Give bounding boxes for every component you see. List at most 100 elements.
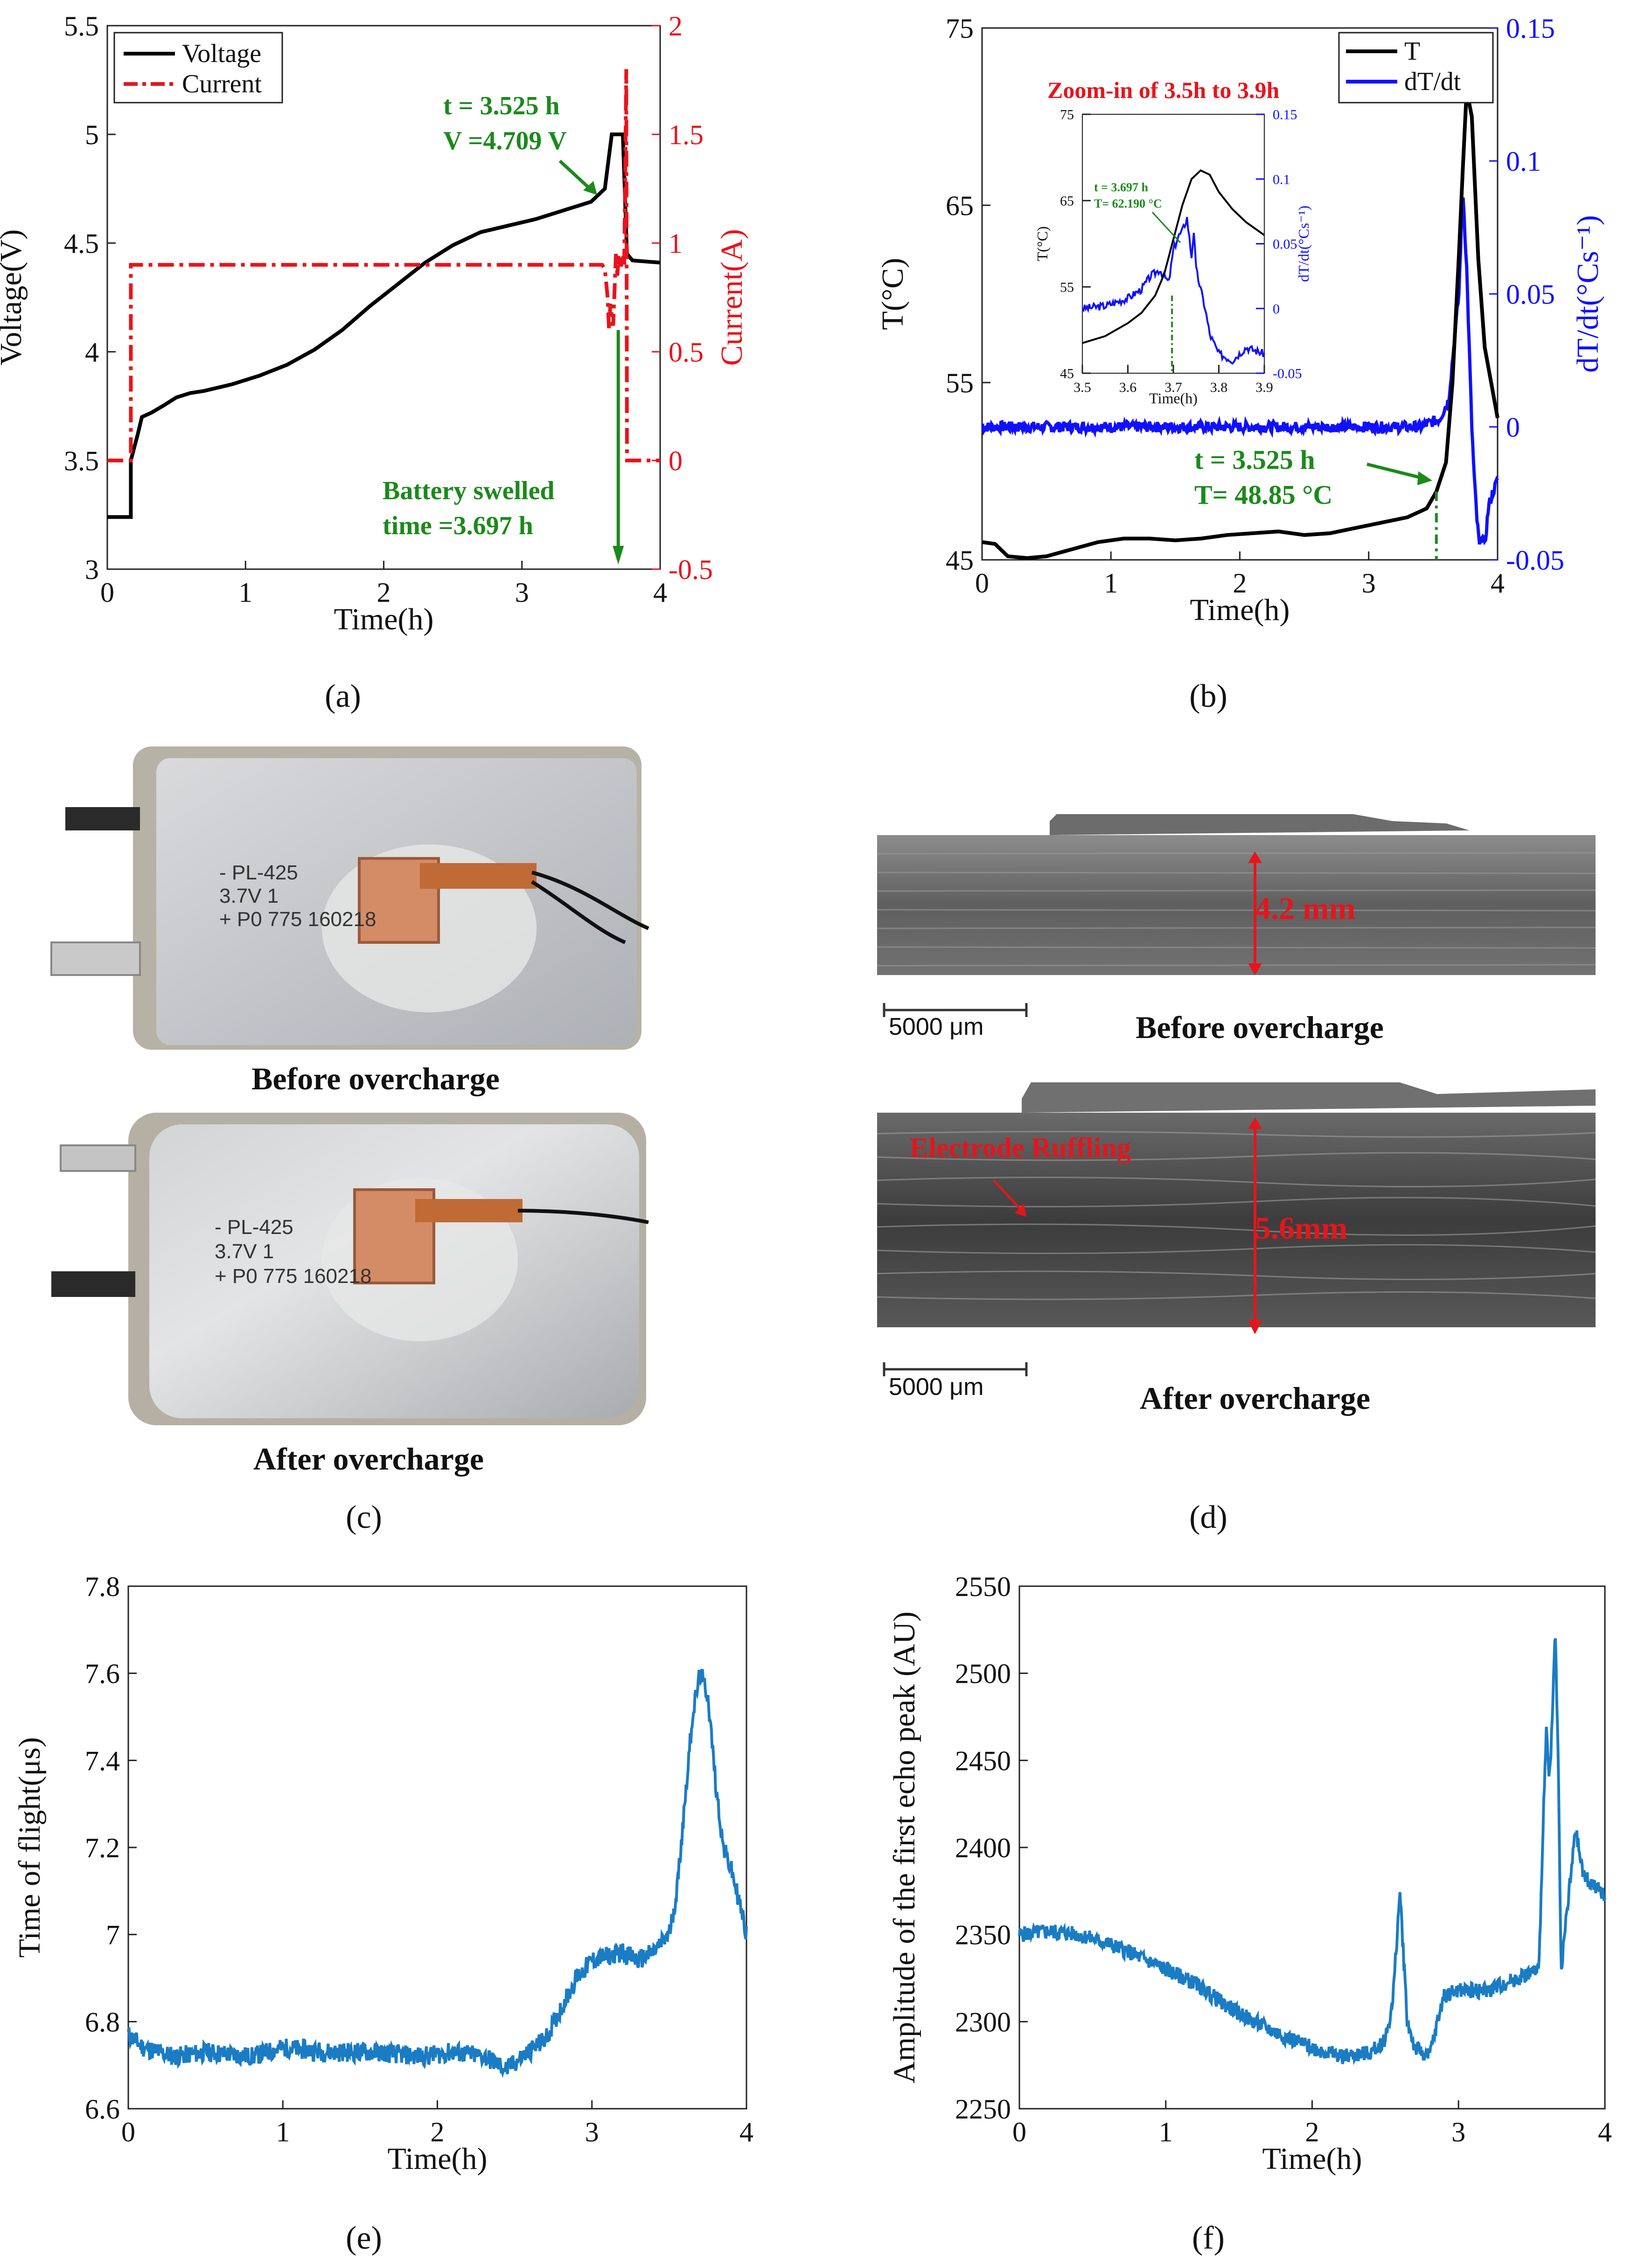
x-tick-label: 2 [1233, 568, 1247, 599]
y-tick-label: 45 [946, 545, 974, 576]
photo-before: - PL-425 3.7V 1 + P0 775 160218 [50, 746, 649, 1050]
y2-tick-label: 0.05 [1273, 237, 1297, 252]
wire [530, 880, 626, 944]
panel-label-a: (a) [325, 678, 361, 714]
annotation-arrow-head [583, 181, 597, 195]
x-tick-label: 1 [1159, 2117, 1173, 2147]
y-tick-label: 4.5 [64, 228, 99, 259]
copper-strip [420, 863, 537, 889]
inset-annotation-arrow [1151, 211, 1181, 244]
y-axis-label: T(°C) [876, 258, 910, 330]
ct-before: 4.2 mm 5000 μm [877, 814, 1596, 1040]
inset-annotation-T: T= 62.190 °C [1094, 197, 1162, 210]
y-tick-label: 2500 [955, 1659, 1011, 1689]
legend-label-dTdt: dT/dt [1404, 67, 1461, 96]
ct-cell [877, 1113, 1596, 1327]
y-tick-label: 6.8 [85, 2007, 120, 2037]
wire [517, 1209, 649, 1224]
label-line: 3.7V 1 [219, 885, 279, 907]
y-tick-label: 3.5 [64, 446, 99, 476]
tab-positive [50, 941, 141, 976]
panel-label-d: (d) [1189, 1499, 1227, 1535]
panel-label-e: (e) [346, 2220, 382, 2256]
y-tick-label: 65 [1060, 194, 1074, 209]
legend-label-current: Current [182, 70, 262, 98]
x-tick-label: 3.8 [1210, 380, 1228, 395]
x-tick-label: 0 [121, 2117, 135, 2147]
y-tick-label: 2350 [955, 1920, 1011, 1951]
panel-label-b: (b) [1189, 678, 1227, 714]
y-tick-label: 5 [85, 119, 99, 150]
swell-arrow-head [613, 546, 624, 565]
x-tick-label: 4 [1491, 568, 1505, 599]
x-axis-label: Time(h) [1190, 593, 1290, 627]
annotation-arrow [1366, 462, 1423, 480]
y2-tick-label: 1 [669, 228, 683, 259]
inset-dTdt-line [1081, 216, 1265, 365]
annotation-t: t = 3.525 h [443, 91, 560, 120]
x-tick-label: 4 [1598, 2117, 1612, 2147]
thickness-before: 4.2 mm [1255, 891, 1355, 926]
legend-box [1338, 32, 1494, 104]
x-tick-label: 3.6 [1119, 380, 1137, 395]
x-axis-label: Time(h) [334, 602, 434, 636]
annotation-t: t = 3.525 h [1194, 445, 1315, 475]
x-tick-label: 0 [975, 568, 989, 599]
y-tick-label: 2450 [955, 1745, 1011, 1776]
photo-after: - PL-425 3.7V 1 + P0 775 160218 [51, 1113, 649, 1425]
x-tick-label: 0 [100, 577, 114, 608]
x-tick-label: 0 [1012, 2117, 1026, 2147]
x-tick-label: 1 [1104, 568, 1118, 599]
ct-layers [877, 1130, 1596, 1300]
x-axis-label: Time(h) [1149, 390, 1198, 407]
y-tick-label: 75 [946, 13, 974, 44]
ruffling-label: Electrode Ruffling [910, 1132, 1131, 1163]
voltage-line [107, 132, 661, 519]
chart-a: 0 1 2 3 433.544.555.5-0.500.511.52Time(h)Vol… [0, 11, 749, 636]
x-tick-label: 2 [431, 2117, 445, 2147]
y-tick-label: 5.5 [64, 11, 99, 42]
y-tick-label: 45 [1060, 366, 1074, 382]
x-tick-label: 1 [238, 577, 252, 608]
y2-tick-label: 0.15 [1273, 107, 1297, 123]
y2-tick-label: 0.5 [669, 337, 704, 368]
temperature-line [982, 90, 1499, 560]
x-tick-label: 3 [1362, 568, 1376, 599]
ct-after: Electrode Ruffling 5.6mm 5000 μm [877, 1082, 1596, 1401]
y-tick-label: 7 [106, 1920, 120, 1951]
y-tick-label: 65 [946, 190, 974, 221]
label-line: + P0 775 160218 [215, 1265, 371, 1288]
legend-box [113, 32, 283, 104]
chart-b: 0 1 2 3 4 45 55 65 75 -0.05 0 0.05 0.1 0.15 Time(h) T(°… [876, 13, 1605, 627]
annotation-T: T= 48.85 °C [1194, 480, 1332, 510]
y2-axis-label: dT/dt(°Cs⁻¹) [1571, 215, 1605, 373]
y-axis-label: Voltage(V) [0, 229, 28, 365]
y-tick-label: 4 [85, 337, 99, 368]
y-tick-label: 2400 [955, 1833, 1011, 1863]
panel-label-f: (f) [1192, 2220, 1225, 2256]
wire [531, 871, 649, 930]
x-tick-label: 3.9 [1255, 380, 1273, 395]
label-line: 3.7V 1 [215, 1240, 274, 1263]
chart-f: 0 1 2 3 4 2250 2300 2350 2400 2450 2500 2550 Time(h)… [887, 1571, 1612, 2176]
y-tick-label: 7.4 [85, 1745, 120, 1776]
y2-tick-label: 0 [1273, 301, 1280, 317]
y2-tick-label: -0.5 [669, 554, 713, 585]
scale-bar-label: 5000 μm [889, 1373, 983, 1401]
thickness-after: 5.6mm [1255, 1210, 1347, 1246]
inset-temperature-line [1082, 169, 1265, 344]
y2-tick-label: 0.15 [1506, 13, 1555, 44]
x-axis-label: Time(h) [388, 2142, 488, 2176]
y2-axis-label: Current(A) [715, 229, 749, 366]
y-tick-label: 3 [85, 554, 99, 585]
ruffling-arrow [993, 1179, 1025, 1214]
y-tick-label: 55 [946, 368, 974, 398]
x-tick-label: 2 [1305, 2117, 1319, 2147]
y2-tick-label: 0.05 [1506, 279, 1555, 310]
scale-bar-label: 5000 μm [889, 1013, 983, 1040]
annotation-arrow-head [1417, 471, 1432, 485]
y-tick-label: 55 [1060, 280, 1074, 295]
y-tick-label: 2550 [955, 1571, 1011, 1602]
y-tick-label: 75 [1060, 107, 1074, 123]
legend-label-voltage: Voltage [182, 39, 261, 68]
